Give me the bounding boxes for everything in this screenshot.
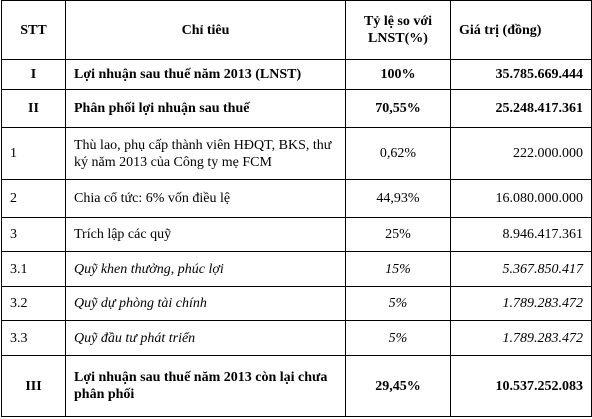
table-cell: Trích lập các quỹ [65,217,346,252]
table-cell: Quỹ khen thưởng, phúc lợi [65,251,346,287]
table-cell: 3.3 [1,320,66,356]
table-body: I Lợi nhuận sau thuế năm 2013 (LNST) 100% 3… [1,59,592,417]
table-row: 1 Thù lao, phụ cấp thành viên HĐQT, BKS, … [1,127,592,180]
table-cell: 1.789.283.472 [450,320,592,356]
header-row: STT Chỉ tiêu Tỷ lệ so với LNST(%) Giá tr… [1,0,592,60]
table-cell: 2 [1,179,66,218]
table-cell: Quỹ dự phòng tài chính [65,286,346,321]
table-row: 3 Trích lập các quỹ 25% 8.946.417.361 [1,217,592,252]
table-cell: 100% [345,59,451,90]
table-cell: I [1,59,66,90]
table-row: 2 Chia cổ tức: 6% vốn điều lệ 44,93% 16.080… [1,179,592,218]
table-row: II Phân phối lợi nhuận sau thuế 70,55% 25.2… [1,89,592,128]
table-cell: 29,45% [345,355,451,417]
header-cell: Giá trị (đồng) [450,0,592,60]
table-cell: 44,93% [345,179,451,218]
table-cell: 3.1 [1,251,66,287]
table-cell: 5% [345,320,451,356]
table-cell: 16.080.000.000 [450,179,592,218]
table-cell: Lợi nhuận sau thuế năm 2013 (LNST) [65,59,346,90]
table-cell: Chia cổ tức: 6% vốn điều lệ [65,179,346,218]
table-cell: 5% [345,286,451,321]
table-row: 3.3 Quỹ đầu tư phát triển 5% 1.789.283.472 [1,320,592,356]
table-cell: Phân phối lợi nhuận sau thuế [65,89,346,128]
table-cell: Thù lao, phụ cấp thành viên HĐQT, BKS, t… [65,127,346,180]
table-row: III Lợi nhuận sau thuế năm 2013 còn lại c… [1,355,592,417]
table-cell: 5.367.850.417 [450,251,592,287]
table-cell: 0,62% [345,127,451,180]
table-cell: II [1,89,66,128]
header-cell: Chỉ tiêu [65,0,346,60]
header-cell: Tỷ lệ so với LNST(%) [345,0,451,60]
table-row: 3.1 Quỹ khen thưởng, phúc lợi 15% 5.367.850… [1,251,592,287]
table-cell: III [1,355,66,417]
table-cell: 25% [345,217,451,252]
table-cell: 222.000.000 [450,127,592,180]
table-cell: 8.946.417.361 [450,217,592,252]
table-row: 3.2 Quỹ dự phòng tài chính 5% 1.789.283.472 [1,286,592,321]
table-row: I Lợi nhuận sau thuế năm 2013 (LNST) 100% 3… [1,59,592,90]
table-cell: 25.248.417.361 [450,89,592,128]
table-cell: 15% [345,251,451,287]
table-cell: 3 [1,217,66,252]
header-cell: STT [1,0,66,60]
table-cell: 1 [1,127,66,180]
table-cell: 1.789.283.472 [450,286,592,321]
table-cell: Lợi nhuận sau thuế năm 2013 còn lại chưa… [65,355,346,417]
table-cell: 3.2 [1,286,66,321]
table-cell: Quỹ đầu tư phát triển [65,320,346,356]
table-cell: 70,55% [345,89,451,128]
table-cell: 35.785.669.444 [450,59,592,90]
table-cell: 10.537.252.083 [450,355,592,417]
